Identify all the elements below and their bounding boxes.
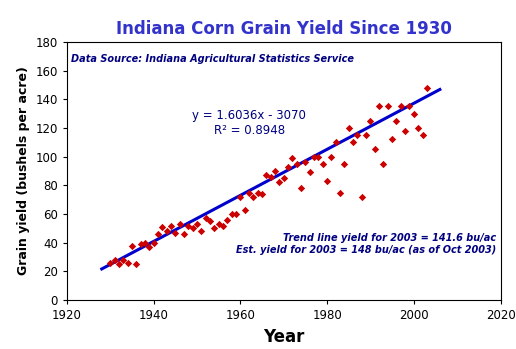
Point bbox=[240, 207, 249, 213]
Point bbox=[215, 221, 223, 227]
Point bbox=[319, 161, 327, 166]
Point bbox=[141, 240, 149, 246]
Point bbox=[146, 244, 154, 250]
Point bbox=[297, 185, 305, 191]
Point bbox=[267, 174, 275, 179]
Point bbox=[206, 218, 214, 224]
Point bbox=[249, 194, 257, 200]
Point bbox=[310, 154, 318, 159]
Point bbox=[406, 104, 414, 109]
Point bbox=[271, 168, 279, 174]
Point bbox=[175, 221, 184, 227]
Point bbox=[167, 223, 175, 228]
Point bbox=[366, 118, 375, 124]
Title: Indiana Corn Grain Yield Since 1930: Indiana Corn Grain Yield Since 1930 bbox=[116, 20, 452, 38]
Point bbox=[223, 217, 232, 223]
Point bbox=[132, 261, 140, 267]
Point bbox=[219, 223, 227, 228]
Point bbox=[158, 224, 167, 230]
Point bbox=[410, 111, 418, 117]
Point bbox=[305, 170, 314, 175]
Point bbox=[288, 155, 297, 161]
Point bbox=[189, 225, 197, 231]
Point bbox=[401, 128, 409, 134]
Point bbox=[280, 176, 288, 181]
Point bbox=[358, 194, 366, 200]
Point bbox=[362, 132, 370, 138]
Point bbox=[163, 229, 171, 234]
Point bbox=[332, 140, 340, 145]
Text: y = 1.6036x - 3070
R² = 0.8948: y = 1.6036x - 3070 R² = 0.8948 bbox=[192, 109, 306, 137]
Point bbox=[197, 229, 205, 234]
Point bbox=[353, 132, 362, 138]
Point bbox=[336, 190, 344, 195]
Point bbox=[418, 132, 427, 138]
Point bbox=[388, 137, 396, 142]
Point bbox=[124, 260, 132, 266]
Point bbox=[171, 230, 180, 236]
Point bbox=[397, 104, 405, 109]
Point bbox=[327, 154, 335, 159]
Y-axis label: Grain yield (bushels per acre): Grain yield (bushels per acre) bbox=[17, 67, 30, 275]
Text: Trend line yield for 2003 = 141.6 bu/ac
Est. yield for 2003 = 148 bu/ac (as of O: Trend line yield for 2003 = 141.6 bu/ac … bbox=[236, 233, 496, 254]
Point bbox=[293, 161, 301, 166]
Point bbox=[137, 242, 145, 247]
Point bbox=[349, 140, 357, 145]
Point bbox=[211, 225, 219, 231]
Point bbox=[180, 231, 188, 237]
Point bbox=[236, 194, 245, 200]
Point bbox=[284, 164, 292, 170]
Point bbox=[115, 261, 123, 267]
Point bbox=[423, 85, 431, 91]
Point bbox=[379, 161, 388, 166]
Point bbox=[262, 172, 270, 178]
Point bbox=[245, 190, 253, 195]
Point bbox=[276, 180, 284, 185]
Point bbox=[232, 211, 240, 217]
Point bbox=[341, 161, 349, 166]
Point bbox=[150, 240, 158, 246]
Text: Data Source: Indiana Agricultural Statistics Service: Data Source: Indiana Agricultural Statis… bbox=[71, 53, 354, 64]
Point bbox=[228, 211, 236, 217]
Point bbox=[128, 243, 136, 248]
Point bbox=[258, 191, 266, 197]
Point bbox=[184, 223, 192, 228]
Point bbox=[392, 118, 400, 124]
Point bbox=[301, 159, 310, 165]
Point bbox=[193, 221, 201, 227]
Point bbox=[314, 154, 322, 159]
Point bbox=[375, 104, 383, 109]
Point bbox=[202, 216, 210, 221]
Point bbox=[323, 178, 331, 184]
Point bbox=[254, 190, 262, 195]
Point bbox=[384, 104, 392, 109]
Point bbox=[370, 147, 379, 152]
Point bbox=[345, 125, 353, 131]
Point bbox=[119, 257, 127, 263]
Point bbox=[154, 231, 162, 237]
Point bbox=[106, 260, 115, 266]
X-axis label: Year: Year bbox=[263, 328, 304, 346]
Point bbox=[414, 125, 422, 131]
Point bbox=[110, 257, 119, 263]
